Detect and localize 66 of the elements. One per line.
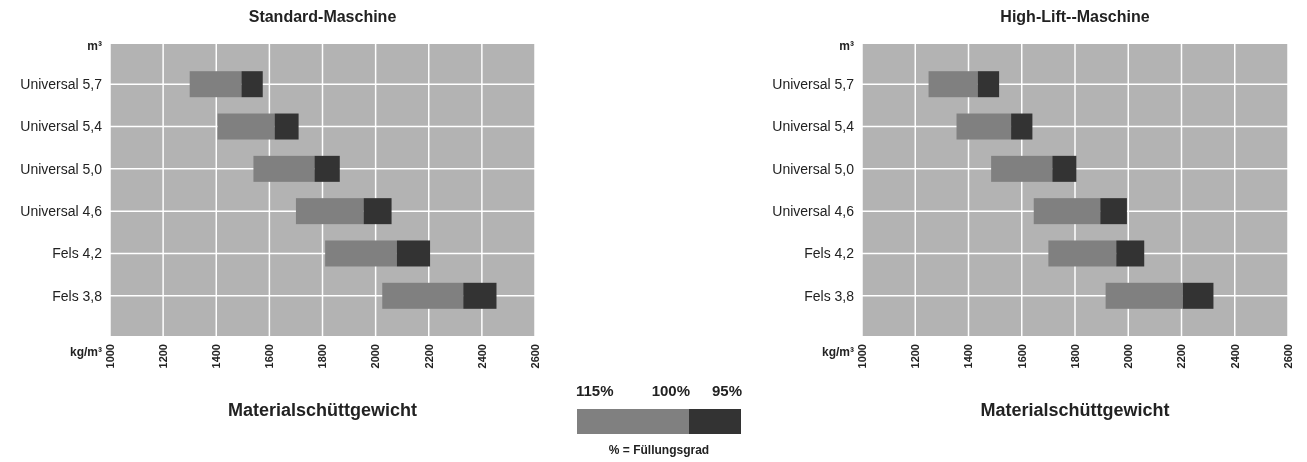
bar: [1116, 240, 1145, 267]
x-tick-label: 1600: [263, 344, 276, 369]
x-tick-label: 1200: [156, 344, 169, 369]
x-tick-label: 2400: [475, 344, 488, 369]
x-axis-title: Materialschüttgewicht: [980, 400, 1170, 420]
y-tick-label: Universal 4,6: [772, 203, 855, 220]
bar: [1048, 240, 1117, 267]
bar: [253, 155, 315, 182]
x-tick-label: 2000: [1122, 344, 1135, 369]
text: 115%: [576, 382, 614, 399]
y-tick-label: Fels 4,2: [52, 245, 103, 262]
chart-title: Standard-Maschine: [248, 8, 397, 25]
bar: [396, 240, 431, 267]
x-tick-label: 2200: [1175, 344, 1188, 369]
bar: [217, 113, 275, 140]
bar: [241, 71, 263, 98]
y-axis-title: m³: [87, 39, 102, 53]
y-tick-label: Universal 5,0: [20, 160, 103, 177]
text: kg/m³: [821, 345, 854, 359]
bar: [956, 113, 1012, 140]
bar: [363, 198, 392, 225]
x-tick-label: 2600: [1281, 344, 1294, 369]
x-tick-label: 2600: [528, 344, 541, 369]
bar: [314, 155, 340, 182]
x-tick-label: 1200: [909, 344, 922, 369]
text: kg/m³: [69, 345, 102, 359]
bar: [991, 155, 1053, 182]
bar: [928, 71, 978, 98]
y-tick-label: Universal 5,7: [20, 76, 103, 93]
x-axis-title: Materialschüttgewicht: [227, 400, 418, 420]
x-tick-label: 2200: [422, 344, 435, 369]
x-tick-label: 1400: [962, 344, 975, 369]
bar: [463, 282, 497, 309]
x-tick-label: 2400: [1228, 344, 1241, 369]
y-axis-title: m³: [839, 39, 854, 53]
bar: [1182, 282, 1214, 309]
text: 95%: [711, 382, 742, 399]
y-tick-label: Universal 5,4: [20, 118, 103, 135]
bar: [977, 71, 1000, 98]
bar: [1011, 113, 1033, 140]
y-tick-label: Universal 5,4: [772, 118, 855, 135]
bar: [189, 71, 242, 98]
x-tick-label: 1800: [316, 344, 329, 369]
y-tick-label: Fels 3,8: [52, 287, 103, 304]
y-tick-label: Universal 5,0: [772, 160, 855, 177]
chart-title: High-Lift--Maschine: [1000, 8, 1150, 25]
bar: [382, 282, 464, 309]
text: % = Füllungsgrad: [608, 443, 710, 457]
y-tick-label: Fels 3,8: [804, 287, 855, 304]
bar: [1100, 198, 1127, 225]
y-tick-label: Universal 4,6: [20, 203, 103, 220]
x-tick-label: 2000: [369, 344, 382, 369]
text: 100%: [651, 382, 690, 399]
bar: [325, 240, 397, 267]
y-tick-label: Fels 4,2: [804, 245, 855, 262]
bar: [1052, 155, 1077, 182]
bar: [295, 198, 364, 225]
x-tick-label: 1000: [855, 344, 868, 369]
bar: [1105, 282, 1183, 309]
x-tick-label: 1400: [210, 344, 223, 369]
x-tick-label: 1800: [1068, 344, 1081, 369]
bar: [274, 113, 299, 140]
x-tick-label: 1600: [1015, 344, 1028, 369]
y-tick-label: Universal 5,7: [772, 76, 855, 93]
bar: [1033, 198, 1101, 225]
x-tick-label: 1000: [103, 344, 116, 369]
